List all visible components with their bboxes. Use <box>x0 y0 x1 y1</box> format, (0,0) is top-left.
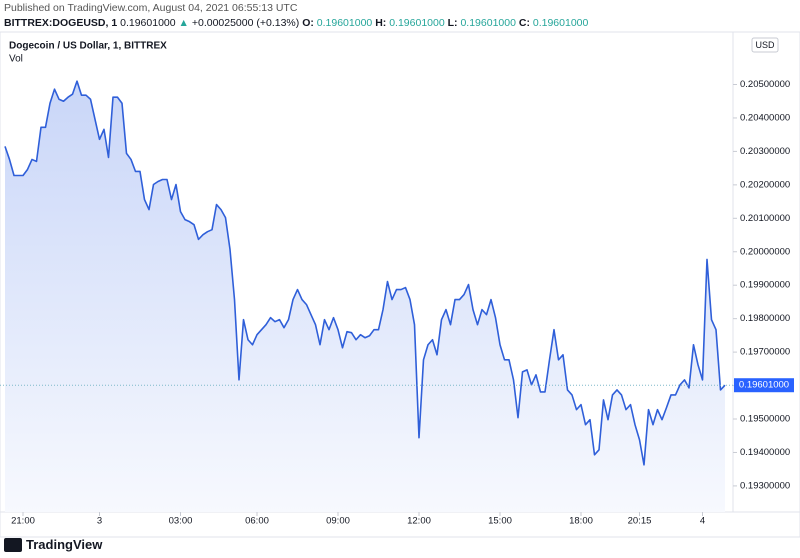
y-tick-label: 0.20200000 <box>740 179 790 190</box>
change-arrow: ▲ <box>179 17 189 29</box>
y-tick-label: 0.19900000 <box>740 280 790 291</box>
y-tick-label: 0.19400000 <box>740 447 790 458</box>
x-tick-label: 21:00 <box>11 516 35 527</box>
change: +0.00025000 (+0.13%) <box>192 17 299 29</box>
x-tick-label: 09:00 <box>326 516 350 527</box>
ohlc-label: H: <box>375 17 386 29</box>
ohlc-value: 0.19601000 <box>317 17 373 29</box>
y-tick-label: 0.20300000 <box>740 146 790 157</box>
x-tick-label: 06:00 <box>245 516 269 527</box>
price-line <box>4 80 726 466</box>
y-tick-label: 0.20500000 <box>740 79 790 90</box>
ohlc-label: L: <box>448 17 458 29</box>
ohlc-label: O: <box>302 17 314 29</box>
x-tick-label: 03:00 <box>169 516 193 527</box>
x-tick-label: 18:00 <box>569 516 593 527</box>
symbol-header: BITTREX:DOGEUSD, 1 0.19601000 ▲ +0.00025… <box>4 17 589 29</box>
last-price-label: 0.19601000 <box>739 380 789 391</box>
y-tick-label: 0.20000000 <box>740 246 790 257</box>
x-tick-label: 3 <box>97 516 102 527</box>
area-fill <box>5 81 725 513</box>
ohlc-value: 0.19601000 <box>533 17 589 29</box>
y-tick-label: 0.19700000 <box>740 347 790 358</box>
y-tick-label: 0.19300000 <box>740 480 790 491</box>
y-tick-label: 0.20400000 <box>740 112 790 123</box>
ohlc-value: 0.19601000 <box>460 17 516 29</box>
last-price-box <box>734 378 794 393</box>
chart-subtitle: Vol <box>9 54 23 65</box>
brand-logo <box>4 538 22 552</box>
x-tick-label: 20:15 <box>628 516 652 527</box>
symbol-line: BITTREX:DOGEUSD, 1 0.19601000 ▲ +0.00025… <box>4 17 589 29</box>
y-tick-label: 0.19500000 <box>740 414 790 425</box>
ohlc-value: 0.19601000 <box>389 17 445 29</box>
currency-box <box>751 37 779 53</box>
x-tick-label: 15:00 <box>488 516 512 527</box>
y-tick-label: 0.19800000 <box>740 313 790 324</box>
currency-label: USD <box>755 40 775 50</box>
chart-title: Dogecoin / US Dollar, 1, BITTREX <box>9 41 167 52</box>
x-tick-label: 12:00 <box>407 516 431 527</box>
ohlc-label: C: <box>519 17 530 29</box>
y-tick-label: 0.20100000 <box>740 213 790 224</box>
symbol: BITTREX:DOGEUSD, 1 <box>4 17 117 29</box>
published-note: Published on TradingView.com, August 04,… <box>4 2 298 14</box>
x-tick-label: 4 <box>700 516 705 527</box>
brand-name: TradingView <box>26 537 103 552</box>
last-value: 0.19601000 <box>120 17 176 29</box>
